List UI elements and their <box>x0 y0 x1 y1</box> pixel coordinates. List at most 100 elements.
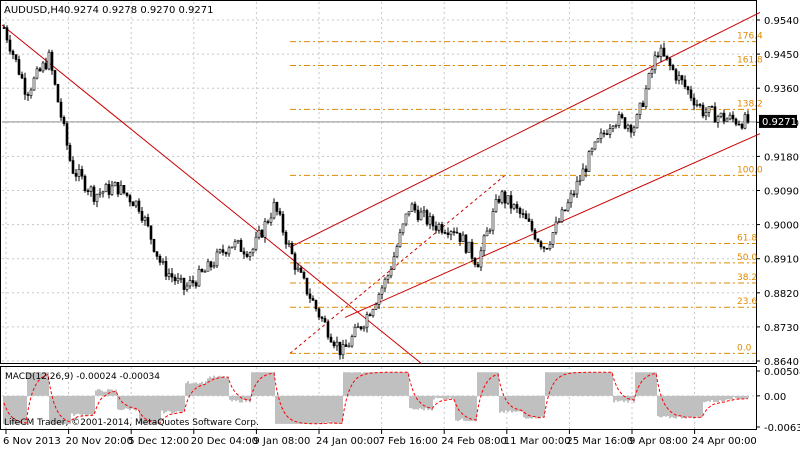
candle-body <box>419 211 423 221</box>
candle-body <box>614 125 618 127</box>
candle-body <box>185 285 189 290</box>
fibo-level-label: 0.0 <box>737 343 752 353</box>
candle-body <box>248 252 252 257</box>
candle-body <box>101 191 105 194</box>
candle-body <box>740 123 744 129</box>
candle-body <box>440 224 444 233</box>
price-tick-label: 0.9000 <box>764 221 799 232</box>
candle-body <box>521 213 525 215</box>
candle-body <box>605 133 609 135</box>
candle-body <box>647 73 651 90</box>
candle-body <box>536 238 540 243</box>
fibo-retracement[interactable]: 0.0 23.6 38.2 50.0 61.8 100.0 138.2 161.8 176.4 <box>290 32 763 354</box>
candle-body <box>47 51 51 70</box>
candle-body <box>317 308 321 318</box>
fibo-level-label: 23.6 <box>737 297 757 307</box>
candle-body <box>500 191 504 203</box>
candle-body <box>107 184 111 195</box>
candle-body <box>617 114 621 126</box>
macd-indicator <box>3 371 749 425</box>
candle-body <box>485 230 489 237</box>
price-tick-label: 0.8820 <box>764 289 799 300</box>
candle-body <box>581 168 585 181</box>
fibo-level-label: 176.4 <box>737 32 763 42</box>
candle-body <box>662 47 666 57</box>
candle-body <box>266 221 270 223</box>
candle-body <box>326 321 330 338</box>
candle-body <box>446 232 450 236</box>
candle-body <box>422 210 426 213</box>
candle-body <box>689 89 693 99</box>
candle-body <box>206 261 210 272</box>
candle-body <box>716 116 720 123</box>
candle-body <box>746 114 750 123</box>
time-tick-label: 6 Nov 2013 <box>3 436 61 447</box>
candle-body <box>701 104 705 117</box>
candle-body <box>404 213 408 225</box>
candle-body <box>89 186 93 192</box>
candle-body <box>671 65 675 70</box>
candle-body <box>548 244 552 250</box>
candle-body <box>395 246 399 258</box>
candle-body <box>329 336 333 343</box>
candle-body <box>455 231 459 234</box>
candle-body <box>92 186 96 202</box>
time-tick-label: 5 Dec 12:00 <box>128 436 189 447</box>
candle-body <box>80 169 84 177</box>
candle-body <box>170 273 174 278</box>
candle-body <box>476 264 480 268</box>
channel-upper-line <box>289 11 761 248</box>
candle-body <box>434 225 438 231</box>
candle-body <box>224 252 228 255</box>
candle-body <box>146 217 150 227</box>
candle-body <box>176 277 180 282</box>
candle-body <box>611 125 615 129</box>
candle-body <box>281 213 285 233</box>
candle-body <box>371 309 375 317</box>
candle-body <box>263 221 267 238</box>
candle-body <box>722 112 726 122</box>
candle-body <box>572 193 576 196</box>
candle-body <box>314 300 318 310</box>
candle-body <box>173 276 177 282</box>
time-tick-label: 20 Nov 20:00 <box>66 436 133 447</box>
candle-body <box>530 221 534 231</box>
candle-body <box>551 232 555 245</box>
candle-body <box>677 75 681 81</box>
candle-body <box>50 51 54 71</box>
candle-body <box>305 277 309 295</box>
candle-body <box>35 68 39 79</box>
candle-body <box>632 127 636 133</box>
candle-body <box>191 280 195 283</box>
candle-body <box>350 336 354 347</box>
candle-body <box>584 168 588 172</box>
price-tick-label: 0.9360 <box>764 84 799 95</box>
candle-body <box>29 89 33 96</box>
candle-body <box>380 287 384 295</box>
candle-body <box>686 86 690 91</box>
candle-body <box>179 277 183 280</box>
candle-body <box>302 272 306 279</box>
candle-body <box>254 236 258 250</box>
time-tick-label: 20 Dec 04:00 <box>191 436 258 447</box>
candle-body <box>140 211 144 221</box>
candle-body <box>470 241 474 259</box>
candle-body <box>308 293 312 299</box>
candle-body <box>659 47 663 57</box>
candle-body <box>161 261 165 263</box>
candle-body <box>680 75 684 81</box>
time-tick-label: 24 Apr 00:00 <box>692 436 757 447</box>
price-tick-label: 0.8910 <box>764 255 799 266</box>
candle-body <box>458 232 462 242</box>
candle-body <box>242 251 246 255</box>
candle-body <box>260 229 264 238</box>
time-tick-label: 9 Jan 08:00 <box>253 436 310 447</box>
price-tick-label: 0.9090 <box>764 187 799 198</box>
candle-body <box>86 190 90 193</box>
candle-body <box>104 184 108 193</box>
candle-body <box>467 241 471 253</box>
candle-body <box>158 255 162 263</box>
copyright-text: LifeCM Trader, ©2001-2014, MetaQuotes So… <box>4 418 259 428</box>
candle-body <box>515 204 519 209</box>
